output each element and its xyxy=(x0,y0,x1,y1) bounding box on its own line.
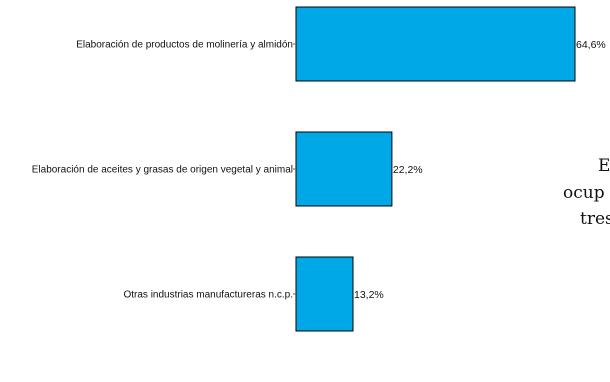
value-label-0: 64,6% xyxy=(576,39,606,51)
side-text-line-2: ocup xyxy=(563,183,605,203)
side-text-line-3: tres xyxy=(580,209,610,229)
value-labels-group: 64,6% 22,2% 13,2% xyxy=(354,39,606,301)
bars-group xyxy=(293,6,576,332)
value-label-1: 22,2% xyxy=(393,164,423,176)
side-text-line-1: E xyxy=(598,156,610,176)
category-labels-group: Elaboración de productos de molinería y … xyxy=(32,40,293,301)
value-label-2: 13,2% xyxy=(354,289,384,301)
bar-2 xyxy=(295,256,354,332)
bar-1 xyxy=(295,131,393,207)
category-label-1: Elaboración de aceites y grasas de orige… xyxy=(32,165,293,176)
bar-0 xyxy=(295,6,576,82)
category-label-0: Elaboración de productos de molinería y … xyxy=(76,40,293,51)
category-label-2: Otras industrias manufactureras n.c.p. xyxy=(123,290,293,301)
